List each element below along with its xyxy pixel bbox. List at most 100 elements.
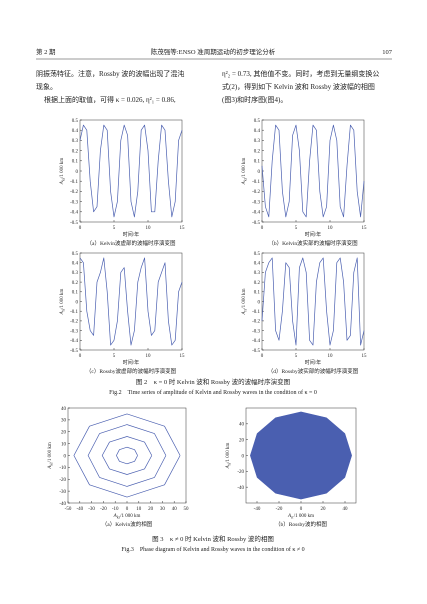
y-tick-label: 0	[76, 300, 79, 305]
label-sub: rr	[243, 308, 248, 311]
label-base: A	[242, 180, 247, 185]
axis-label: Ari/1 000 km	[226, 442, 232, 469]
paragraph-line: (图3)和时序图(图4)。	[222, 95, 287, 104]
x-tick-label: -40	[254, 507, 261, 512]
x-tick-label: 0	[79, 226, 82, 231]
y-tick-label: -0.4	[252, 339, 260, 344]
x-tick-label: 15	[180, 354, 186, 359]
paragraph-line: η²₂ = 0.73, 其他值不变。同时，考虑到无量纲变换公	[222, 69, 379, 78]
axis-label: 时间/年	[305, 231, 321, 238]
y-tick-label: 0	[76, 170, 79, 175]
x-tick-label: 20	[321, 507, 327, 512]
paragraph-line: 根据上面的取值，可得 κ = 0.026, η²₁ = 0.86,	[44, 95, 176, 104]
subfigure-caption: （a）Kelvin波虚部的波幅时序演变图	[87, 239, 176, 247]
y-tick-label: -0.1	[70, 310, 78, 315]
axis-label: Akr/1 000 km	[113, 514, 141, 520]
label-unit: /1 000 km	[242, 288, 247, 308]
data-line	[73, 413, 181, 498]
x-tick-label: 5	[113, 354, 116, 359]
y-tick-label: 0.2	[72, 149, 79, 154]
y-tick-label: -40	[59, 502, 66, 507]
axis-label: Ari/1 000 km	[60, 288, 66, 315]
x-tick-label: 5	[113, 226, 116, 231]
paragraph-line: 现象。	[36, 82, 57, 91]
y-tick-label: 0.4	[72, 129, 79, 134]
x-tick-label: -10	[112, 507, 119, 512]
data-line	[261, 257, 365, 346]
x-tick-label: -50	[65, 507, 72, 512]
x-tick-label: 5	[295, 354, 298, 359]
y-tick-label: -0.5	[70, 349, 78, 354]
y-tick-label: 0.3	[254, 139, 261, 144]
y-tick-label: -0.5	[252, 349, 260, 354]
y-tick-label: 40	[61, 407, 67, 412]
subfigure-caption: （a）Kelvin波的相图	[102, 520, 153, 528]
x-tick-label: 15	[362, 354, 368, 359]
y-tick-label: -0.5	[70, 221, 78, 226]
axis-label: Arr/1 000 km	[287, 514, 314, 520]
x-tick-label: -20	[276, 507, 283, 512]
y-tick-label: 0.4	[254, 262, 261, 267]
y-tick-label: -0.1	[70, 180, 78, 185]
y-tick-label: -0.1	[252, 310, 260, 315]
label-sub: ki	[61, 177, 66, 181]
x-tick-label: -30	[88, 507, 95, 512]
axis-label: 时间/年	[123, 231, 139, 238]
y-tick-label: 0	[242, 454, 245, 459]
label-unit: /1 000 km	[120, 514, 140, 519]
figure-caption: 图 3 κ ≠ 0 时 Kelvin 波和 Rossby 波的相图	[152, 534, 274, 543]
axis-label: Aki/1 000 km	[60, 158, 66, 186]
x-tick-label: 50	[184, 507, 190, 512]
phase-area	[250, 411, 352, 500]
label-sub: ri	[61, 308, 66, 311]
y-tick-label: 20	[61, 431, 67, 436]
label-sub: rr	[291, 515, 294, 520]
y-tick-label: 0.3	[72, 139, 79, 144]
x-tick-label: 0	[126, 507, 129, 512]
y-tick-label: -0.2	[252, 190, 260, 195]
label-unit: /1 000 km	[242, 158, 247, 178]
axis-label: Arr/1 000 km	[242, 288, 248, 315]
y-tick-label: -0.2	[252, 320, 260, 325]
running-title: 陈茂强等:ENSO 准周期运动的初步理论分析	[151, 47, 276, 56]
issue: 第 2 期	[36, 47, 56, 56]
y-tick-label: 0.2	[72, 281, 79, 286]
label-base: A	[287, 514, 292, 519]
y-tick-label: 0.4	[72, 262, 79, 267]
y-tick-label: -20	[237, 470, 244, 475]
y-tick-label: -0.3	[252, 329, 260, 334]
y-tick-label: -0.1	[252, 180, 260, 185]
data-line	[79, 257, 183, 346]
label-base: A	[242, 311, 247, 316]
label-unit: /1 000 km	[48, 442, 53, 462]
paragraph-line: 阴振荡特征。注意，Rossby 波的波幅出现了混沌	[36, 69, 184, 78]
y-tick-label: -30	[59, 490, 66, 495]
data-line	[261, 124, 365, 218]
x-tick-label: 0	[261, 354, 264, 359]
y-tick-label: 0.2	[254, 281, 261, 286]
page-number: 107	[382, 49, 393, 56]
y-tick-label: 0.5	[254, 252, 261, 257]
axis-label: 时间/年	[305, 359, 321, 366]
y-tick-label: -10	[59, 466, 66, 471]
y-tick-label: 0.1	[254, 291, 261, 296]
label-base: A	[60, 180, 65, 185]
label-unit: /1 000 km	[60, 158, 65, 178]
y-tick-label: 0.5	[72, 252, 79, 257]
label-sub: ri	[227, 462, 232, 465]
x-tick-label: 15	[180, 226, 186, 231]
figure-caption: Fig.3 Phase diagram of Kelvin and Rossby…	[121, 546, 304, 553]
label-sub: ki	[49, 462, 54, 466]
y-tick-label: 40	[239, 423, 245, 428]
y-tick-label: -0.3	[70, 329, 78, 334]
label-sub: kr	[243, 177, 248, 181]
label-base: A	[113, 514, 118, 519]
subfigure-caption: （c）Rossby波虚部的波幅时序演变图	[86, 367, 177, 375]
y-tick-label: 0.1	[72, 160, 79, 165]
y-tick-label: -0.4	[70, 339, 78, 344]
label-sub: kr	[117, 515, 121, 520]
y-tick-label: 10	[61, 442, 67, 447]
x-tick-label: 15	[362, 226, 368, 231]
label-base: A	[48, 465, 53, 470]
